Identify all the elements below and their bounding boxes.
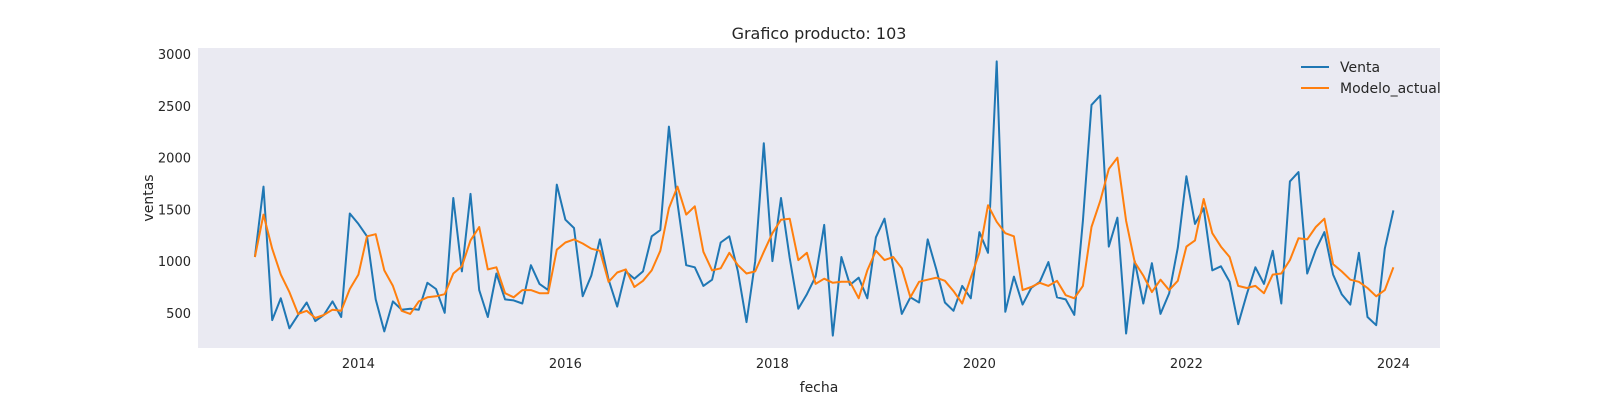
x-tick-label: 2014 (342, 357, 375, 372)
x-tick-label: 2018 (756, 357, 789, 372)
x-axis-ticks: 2014 2016 2018 2020 2022 2024 (342, 357, 1410, 372)
y-tick-label: 2000 (158, 152, 191, 167)
legend-label-modelo-actual: Modelo_actual (1340, 81, 1441, 97)
y-axis-label: ventas (141, 174, 157, 221)
y-tick-label: 3000 (158, 48, 191, 63)
y-tick-label: 500 (166, 307, 191, 322)
x-tick-label: 2024 (1377, 357, 1410, 372)
legend: Venta Modelo_actual (1301, 60, 1441, 97)
y-axis-ticks: 500 1000 1500 2000 2500 3000 (158, 48, 191, 322)
plot-area (198, 48, 1440, 348)
x-tick-label: 2016 (549, 357, 582, 372)
x-axis-label: fecha (800, 380, 839, 396)
legend-label-venta: Venta (1340, 60, 1380, 76)
x-tick-label: 2022 (1170, 357, 1203, 372)
y-tick-label: 1000 (158, 255, 191, 270)
series-layer (253, 60, 1395, 337)
series-line-venta (253, 60, 1395, 337)
series-line-modelo-actual (253, 156, 1395, 319)
chart-title: Grafico producto: 103 (732, 24, 907, 43)
y-tick-label: 1500 (158, 203, 191, 218)
y-tick-label: 2500 (158, 100, 191, 115)
x-tick-label: 2020 (963, 357, 996, 372)
